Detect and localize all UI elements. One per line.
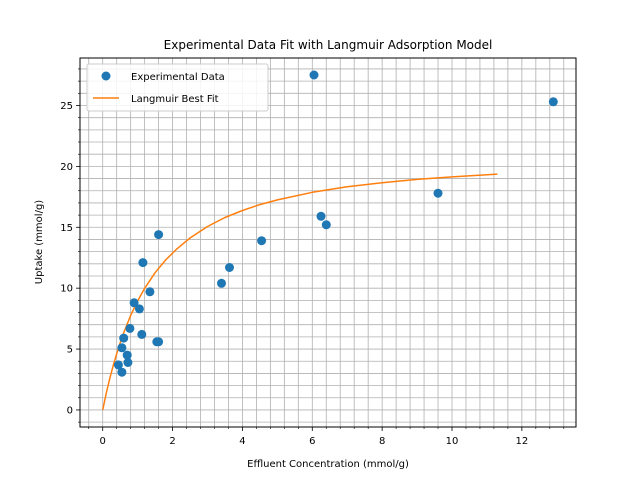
y-axis-label: Uptake (mmol/g) [34,200,45,284]
plot-area [79,57,577,428]
data-point [117,343,127,353]
plot-frame [79,57,577,428]
data-point [548,97,558,107]
data-point [117,367,127,377]
data-point [137,329,147,339]
data-point [321,220,331,230]
chart-title: Experimental Data Fit with Langmuir Adso… [164,38,493,52]
legend-label-experimental-data: Experimental Data [131,72,225,83]
data-point [217,278,226,288]
y-tick-label: 20 [60,162,73,173]
x-axis-label: Effluent Concentration (mmol/g) [247,459,409,470]
legend: Experimental Data Langmuir Best Fit [86,63,269,112]
x-tick-label: 2 [169,436,175,447]
legend-marker-experimental-data [101,71,111,81]
legend-label-langmuir-fit: Langmuir Best Fit [131,94,219,105]
data-point [433,188,443,198]
x-tick-label: 10 [446,436,459,447]
data-point [154,230,164,240]
data-point [154,337,164,347]
data-point [119,333,129,343]
data-point [129,298,139,308]
plot-background [80,58,576,427]
y-tick-label: 0 [67,405,73,416]
data-point [138,258,148,268]
data-point [316,211,326,221]
y-tick-label: 5 [67,345,73,356]
major-grid [80,58,576,427]
data-point [123,358,133,367]
series-layer [101,70,558,411]
data-point [134,304,144,314]
x-tick-label: 0 [100,436,106,447]
data-point [113,360,123,370]
minor-grid [80,58,576,427]
y-tick-label: 10 [60,284,73,295]
x-axis-ticks: 0 2 4 6 8 10 12 [88,427,565,447]
x-tick-label: 6 [309,436,315,447]
legend-box [86,63,269,112]
x-tick-label: 12 [515,436,528,447]
data-point [122,350,132,360]
data-point [309,70,319,80]
y-tick-label: 25 [60,101,73,112]
x-tick-label: 8 [379,436,385,447]
fit-curve-langmuir [101,173,498,411]
y-axis-ticks: 0 5 10 15 20 25 [60,68,80,423]
data-point [225,263,234,272]
y-tick-label: 15 [60,223,73,234]
data-point [125,323,135,333]
data-point [145,287,155,297]
data-point [257,236,267,246]
x-tick-label: 4 [239,436,245,447]
